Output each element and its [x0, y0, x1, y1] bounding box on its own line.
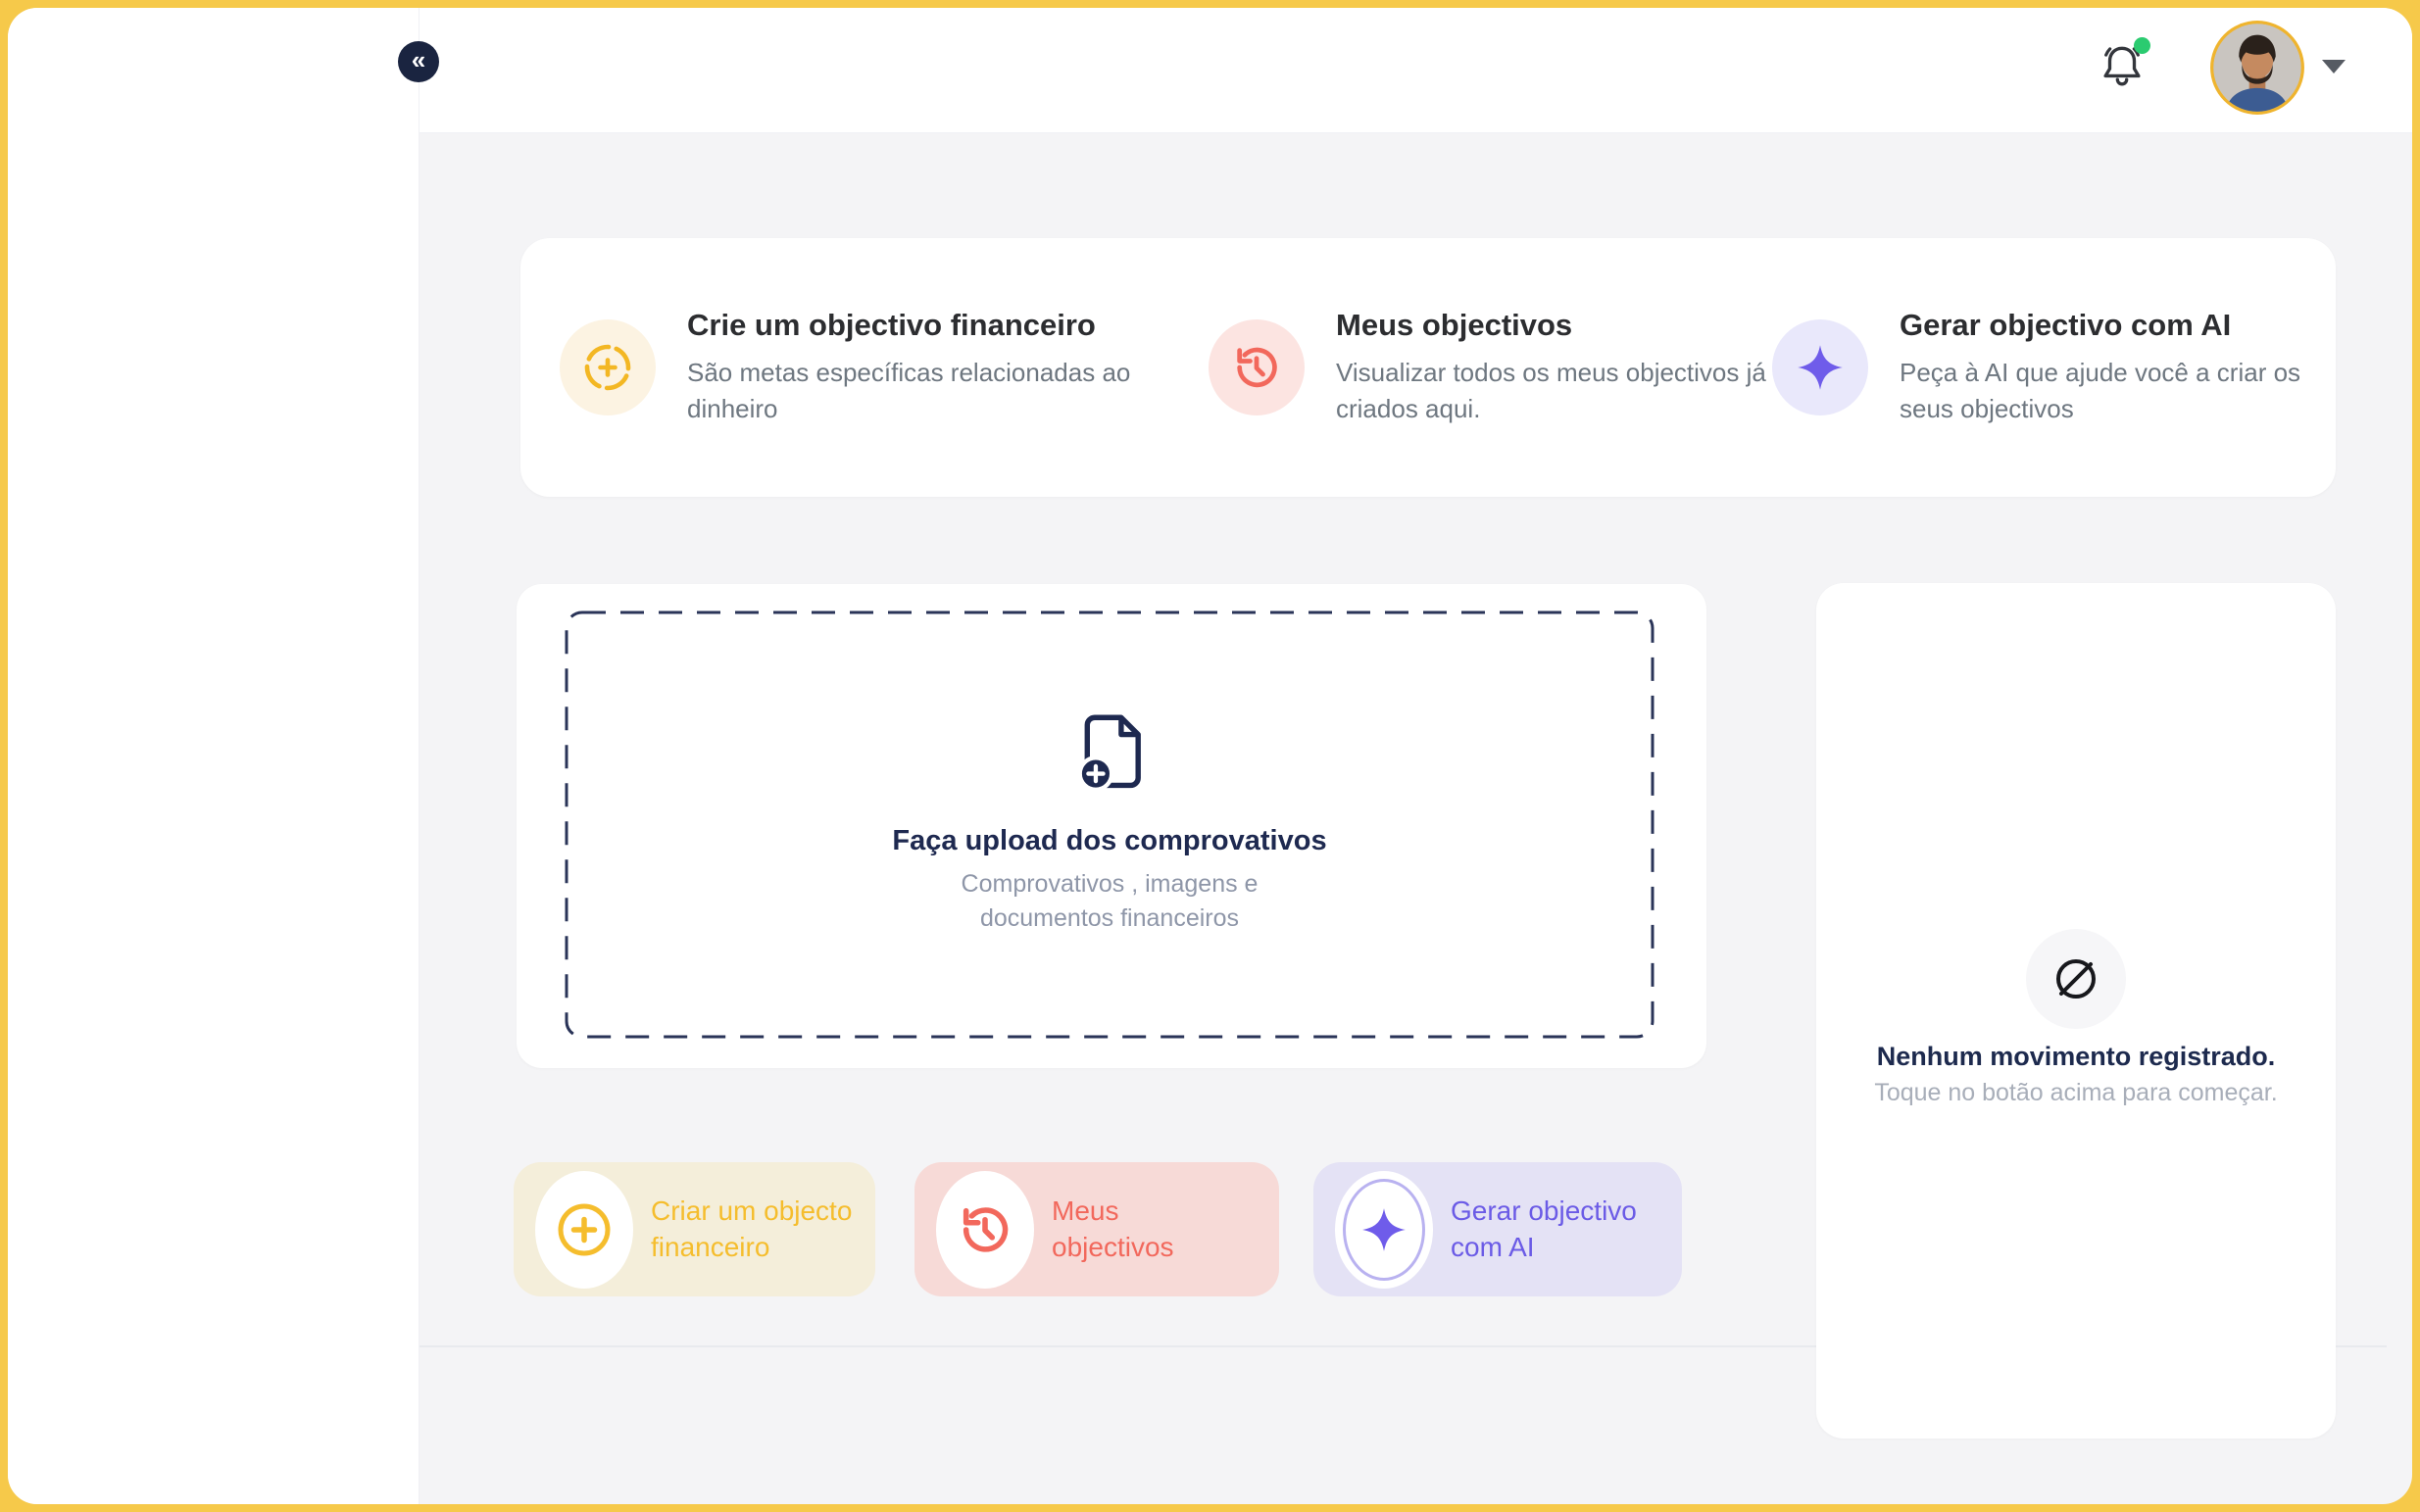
- caret-down-icon: [2322, 60, 2346, 73]
- info-card-description: São metas específicas relacionadas ao di…: [687, 358, 1131, 423]
- notifications-button[interactable]: [2098, 37, 2150, 94]
- avatar-image: [2210, 21, 2304, 115]
- info-card-title: Gerar objectivo com AI: [1900, 308, 2232, 343]
- sidebar: [8, 8, 420, 1504]
- my-objectives-button[interactable]: Meus objectivos: [914, 1162, 1279, 1296]
- info-card-description: Visualizar todos os meus objectivos já c…: [1336, 358, 1766, 423]
- info-create-objective[interactable]: Crie um objectivo financeiro São metas e…: [560, 238, 1148, 497]
- sidebar-collapse-button[interactable]: «: [398, 41, 439, 82]
- empty-set-icon: [2026, 929, 2126, 1029]
- app-frame: WUNDU « Menu Home Biblioteca: [8, 8, 2412, 1504]
- notification-unread-dot: [2134, 37, 2150, 54]
- empty-state-hint: Toque no botão acima para começar.: [1874, 1079, 2278, 1106]
- button-label: Gerar objectivo com AI: [1451, 1195, 1637, 1262]
- history-icon: [1209, 319, 1305, 415]
- sparkle-icon: [1335, 1170, 1433, 1289]
- upload-dropzone[interactable]: Faça upload dos comprovativos Comprovati…: [565, 610, 1654, 1039]
- user-avatar[interactable]: [2209, 20, 2305, 116]
- sparkle-icon: [1772, 319, 1868, 415]
- chevrons-left-icon: «: [411, 45, 426, 74]
- empty-state-title: Nenhum movimento registrado.: [1876, 1042, 2276, 1071]
- quick-info-card: Crie um objectivo financeiro São metas e…: [520, 238, 2336, 497]
- history-icon: [936, 1170, 1034, 1289]
- button-label: Meus objectivos: [1052, 1195, 1174, 1262]
- dashed-border: [565, 610, 1654, 1039]
- info-my-objectives[interactable]: Meus objectivos Visualizar todos os meus…: [1209, 238, 1767, 497]
- upload-card: Faça upload dos comprovativos Comprovati…: [517, 584, 1706, 1068]
- bell-icon: [2098, 46, 2147, 94]
- generate-objective-ai-button[interactable]: Gerar objectivo com AI: [1313, 1162, 1682, 1296]
- create-financial-objective-button[interactable]: Criar um objecto financeiro: [514, 1162, 875, 1296]
- info-card-title: Meus objectivos: [1336, 308, 1573, 343]
- plus-circle-icon: [535, 1170, 633, 1289]
- movements-panel: Nenhum movimento registrado. Toque no bo…: [1816, 583, 2336, 1439]
- info-generate-with-ai[interactable]: Gerar objectivo com AI Peça à AI que aju…: [1772, 238, 2336, 497]
- user-menu-caret[interactable]: [2321, 59, 2346, 74]
- info-card-description: Peça à AI que ajude você a criar os seus…: [1900, 358, 2301, 423]
- ai-section-divider: [73, 1345, 2387, 1347]
- top-bar: [419, 8, 2412, 133]
- file-plus-icon: [1074, 714, 1145, 798]
- upload-description: Comprovativos , imagens e documentos fin…: [961, 869, 1259, 932]
- button-label: Criar um objecto financeiro: [651, 1195, 853, 1262]
- info-card-title: Crie um objectivo financeiro: [687, 308, 1096, 343]
- plus-frame-icon: [560, 319, 656, 415]
- upload-title: Faça upload dos comprovativos: [892, 824, 1327, 856]
